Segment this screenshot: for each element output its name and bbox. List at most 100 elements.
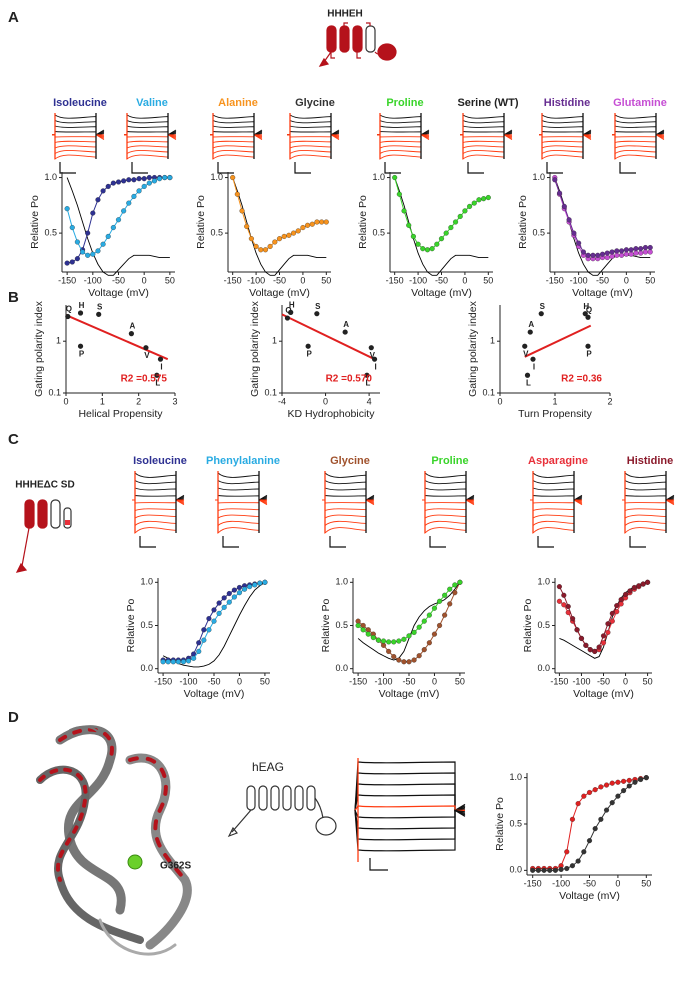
trace-label: Proline xyxy=(431,455,468,467)
x-tick-label: 0 xyxy=(432,676,437,686)
data-point xyxy=(638,250,644,256)
x-tick-label: -100 xyxy=(84,275,102,285)
data-point xyxy=(527,329,533,335)
data-point xyxy=(609,249,615,255)
data-point xyxy=(561,203,567,209)
data-point xyxy=(267,243,273,249)
data-point xyxy=(547,867,553,873)
y-tick-label: 0.5 xyxy=(140,620,153,630)
current-trace xyxy=(354,772,466,812)
data-point xyxy=(467,203,473,209)
data-point xyxy=(581,793,587,799)
x-axis-label: Voltage (mV) xyxy=(573,688,634,700)
data-point xyxy=(100,188,106,194)
y-axis-label: Gating polarity index xyxy=(33,300,45,396)
data-point xyxy=(96,311,102,317)
data-point xyxy=(415,241,421,247)
data-point xyxy=(647,249,653,255)
x-axis-label: Voltage (mV) xyxy=(559,890,620,902)
panel-label: A xyxy=(8,9,19,26)
scale-bar xyxy=(629,536,646,548)
x-tick-label: 2 xyxy=(607,396,612,406)
data-point xyxy=(598,784,604,790)
data-point xyxy=(638,776,644,783)
data-point xyxy=(442,612,448,618)
data-point xyxy=(615,779,621,785)
data-point xyxy=(586,838,593,844)
annotation: R2 =0.570 xyxy=(326,374,373,385)
x-axis-label: Voltage (mV) xyxy=(379,688,440,700)
point-label: H xyxy=(79,301,85,310)
data-point xyxy=(604,255,610,261)
data-point xyxy=(262,247,269,253)
data-point xyxy=(471,200,477,206)
data-point xyxy=(556,190,563,196)
data-point xyxy=(136,188,142,194)
data-point xyxy=(170,659,176,665)
data-point xyxy=(323,219,329,225)
fit-line xyxy=(524,324,592,358)
series-line xyxy=(66,177,170,256)
point-label: V xyxy=(523,349,529,358)
current-trace xyxy=(354,805,465,811)
data-point xyxy=(64,260,70,266)
x-axis-label: Voltage (mV) xyxy=(572,287,633,299)
data-point xyxy=(614,248,620,254)
data-point xyxy=(603,807,610,813)
x-tick-label: 50 xyxy=(165,275,175,285)
trace-label: Proline xyxy=(386,97,423,109)
data-point xyxy=(364,372,370,378)
data-point xyxy=(201,627,207,633)
data-point xyxy=(569,863,576,869)
data-point xyxy=(406,633,412,639)
y-axis-label: Relative Po xyxy=(357,195,369,249)
data-point xyxy=(558,866,564,872)
data-point xyxy=(241,586,248,592)
data-point xyxy=(216,610,222,616)
data-point xyxy=(552,177,558,183)
y-axis-label: Relative Po xyxy=(522,598,534,652)
data-point xyxy=(141,176,147,182)
point-label: L xyxy=(365,378,370,387)
data-point xyxy=(535,867,541,873)
point-label: V xyxy=(144,351,150,360)
data-point xyxy=(85,230,91,236)
point-label: A xyxy=(130,322,136,331)
data-point xyxy=(401,659,407,665)
data-point xyxy=(585,343,591,349)
current-trace xyxy=(354,809,466,841)
data-point xyxy=(154,372,160,378)
data-point xyxy=(576,240,582,246)
point-label: H xyxy=(583,302,589,311)
trace-label: Asparagine xyxy=(528,455,588,467)
y-tick-label: 1.0 xyxy=(537,577,550,587)
point-label: H xyxy=(289,300,295,309)
x-tick-label: 50 xyxy=(643,676,653,686)
data-point xyxy=(216,600,222,606)
annotation: R2 =0.36 xyxy=(561,374,602,385)
data-point xyxy=(230,175,236,181)
data-point xyxy=(252,582,258,588)
data-point xyxy=(457,213,463,219)
data-point xyxy=(365,627,371,633)
trace-label: Serine (WT) xyxy=(457,97,518,109)
data-point xyxy=(585,252,591,258)
data-point xyxy=(368,345,374,351)
x-axis-label: Turn Propensity xyxy=(518,408,592,420)
current-trace xyxy=(354,794,466,812)
data-point xyxy=(621,788,627,794)
data-point xyxy=(371,356,378,362)
data-point xyxy=(571,230,577,236)
data-point xyxy=(623,251,629,257)
data-point xyxy=(77,310,84,316)
data-point xyxy=(360,627,366,633)
data-point xyxy=(587,647,593,653)
x-axis-label: Voltage (mV) xyxy=(411,287,472,299)
trace-label: Glycine xyxy=(330,455,370,467)
data-point xyxy=(272,239,278,245)
x-tick-label: 1 xyxy=(552,396,557,406)
data-point xyxy=(236,590,243,596)
data-point xyxy=(236,584,243,591)
y-axis-label: Relative Po xyxy=(125,598,137,652)
data-point xyxy=(619,248,625,254)
